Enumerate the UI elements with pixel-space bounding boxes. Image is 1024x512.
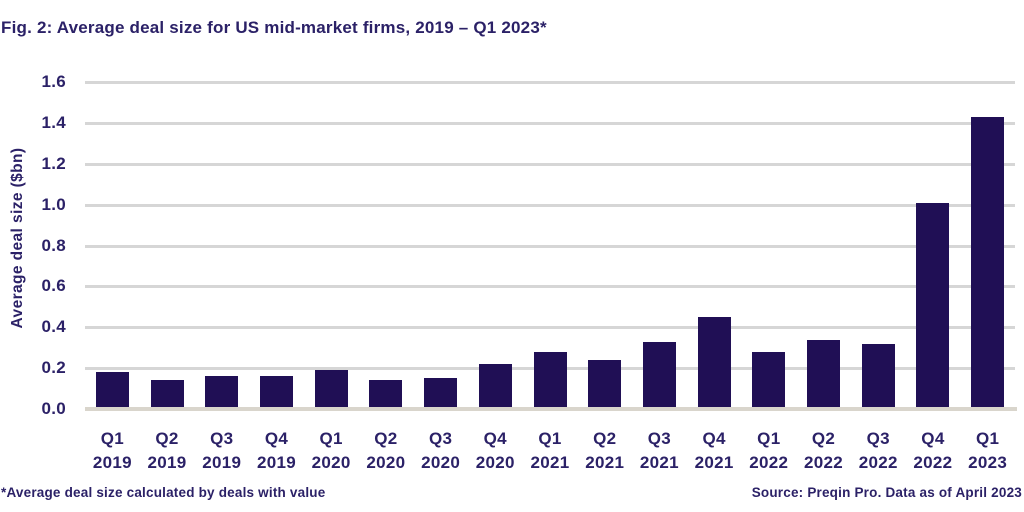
x-tick-label: Q2 2022 bbox=[779, 427, 869, 475]
x-tick-label: Q1 2019 bbox=[67, 427, 157, 475]
y-tick-label: 1.2 bbox=[41, 154, 66, 173]
bar-q2-2022 bbox=[807, 340, 840, 409]
x-tick-line: Q2 bbox=[811, 429, 836, 448]
bar-q4-2020 bbox=[479, 364, 512, 409]
x-tick-line: Q2 bbox=[593, 429, 617, 448]
gridline bbox=[85, 122, 1015, 125]
bar-q2-2019 bbox=[151, 380, 184, 409]
x-tick-label: Q1 2023 bbox=[943, 427, 1024, 475]
x-tick-line: 2021 bbox=[585, 453, 625, 472]
x-tick-label: Q2 2019 bbox=[122, 427, 212, 475]
x-axis-tick-labels: Q1 2019 Q2 2019 Q3 2019 Q4 2019 Q1 2020 Q2 2020 Q3 20… bbox=[85, 427, 1015, 475]
gridline bbox=[85, 245, 1015, 248]
x-tick-label: Q2 2021 bbox=[560, 427, 650, 475]
x-tick-label: Q1 2020 bbox=[286, 427, 376, 475]
x-axis-baseline bbox=[85, 407, 1017, 411]
x-tick-line: Q3 bbox=[647, 429, 672, 448]
gridline bbox=[85, 326, 1015, 329]
x-tick-line: 2021 bbox=[530, 453, 570, 472]
x-tick-line: 2022 bbox=[913, 453, 953, 472]
x-tick-line: Q1 bbox=[319, 429, 343, 448]
x-tick-line: Q4 bbox=[921, 429, 945, 448]
x-tick-line: 2021 bbox=[694, 453, 734, 472]
x-tick-line: Q4 bbox=[264, 429, 289, 448]
gridline bbox=[85, 285, 1015, 288]
x-tick-line: Q4 bbox=[702, 429, 726, 448]
x-tick-line: Q1 bbox=[757, 429, 781, 448]
x-tick-line: 2021 bbox=[639, 453, 679, 472]
x-tick-line: Q1 bbox=[100, 429, 124, 448]
bar-q2-2020 bbox=[369, 380, 402, 409]
bar-q4-2022 bbox=[916, 203, 949, 409]
x-tick-line: 2020 bbox=[311, 453, 351, 472]
bar-q1-2022 bbox=[752, 352, 785, 409]
y-tick-label: 0.0 bbox=[41, 399, 66, 418]
x-tick-line: Q2 bbox=[374, 429, 398, 448]
y-tick-label: 1.6 bbox=[41, 72, 66, 91]
bar-q2-2021 bbox=[588, 360, 621, 409]
x-tick-line: Q1 bbox=[976, 429, 1000, 448]
bar-q1-2021 bbox=[534, 352, 567, 409]
y-tick-label: 0.6 bbox=[41, 276, 66, 295]
gridline bbox=[85, 81, 1015, 84]
bar-q3-2019 bbox=[205, 376, 238, 409]
gridline bbox=[85, 204, 1015, 207]
x-tick-label: Q2 2020 bbox=[341, 427, 431, 475]
bar-q3-2022 bbox=[862, 344, 895, 409]
x-tick-line: 2020 bbox=[366, 453, 406, 472]
x-tick-label: Q4 2019 bbox=[231, 427, 321, 475]
bar-q3-2021 bbox=[643, 342, 676, 409]
x-tick-line: 2020 bbox=[475, 453, 515, 472]
bar-q1-2020 bbox=[315, 370, 348, 409]
chart-title: Fig. 2: Average deal size for US mid-mar… bbox=[1, 18, 547, 37]
footnote: *Average deal size calculated by deals w… bbox=[1, 485, 326, 500]
x-tick-line: 2019 bbox=[256, 453, 296, 472]
x-tick-line: Q3 bbox=[428, 429, 453, 448]
x-tick-line: 2020 bbox=[421, 453, 461, 472]
y-axis-tick-labels: 0.0 0.2 0.4 0.6 0.8 1.0 1.2 1.4 1.6 bbox=[0, 72, 66, 418]
x-tick-line: 2022 bbox=[804, 453, 844, 472]
x-tick-line: 2022 bbox=[858, 453, 898, 472]
x-tick-label: Q4 2021 bbox=[669, 427, 759, 475]
source-note: Source: Preqin Pro. Data as of April 202… bbox=[751, 485, 1022, 500]
x-tick-label: Q1 2021 bbox=[505, 427, 595, 475]
x-tick-label: Q4 2022 bbox=[888, 427, 978, 475]
plot-area bbox=[85, 81, 1017, 411]
x-tick-line: Q3 bbox=[210, 429, 234, 448]
x-tick-line: Q4 bbox=[483, 429, 507, 448]
bar-q1-2019 bbox=[96, 372, 129, 409]
x-tick-label: Q3 2021 bbox=[614, 427, 704, 475]
x-tick-line: 2019 bbox=[92, 453, 132, 472]
x-tick-line: Q2 bbox=[155, 429, 179, 448]
x-tick-label: Q1 2022 bbox=[724, 427, 814, 475]
x-tick-label: Q3 2019 bbox=[177, 427, 267, 475]
x-tick-line: 2019 bbox=[202, 453, 242, 472]
bar-q1-2023 bbox=[971, 117, 1004, 409]
x-tick-line: 2022 bbox=[749, 453, 789, 472]
bar-q3-2020 bbox=[424, 378, 457, 409]
y-tick-label: 0.2 bbox=[41, 358, 66, 377]
x-tick-line: 2019 bbox=[147, 453, 187, 472]
x-tick-line: Q3 bbox=[866, 429, 890, 448]
bar-q4-2021 bbox=[698, 317, 731, 409]
y-tick-label: 1.4 bbox=[41, 113, 66, 132]
y-tick-label: 1.0 bbox=[41, 195, 66, 214]
x-tick-line: Q1 bbox=[538, 429, 562, 448]
x-tick-label: Q4 2020 bbox=[450, 427, 540, 475]
x-tick-label: Q3 2022 bbox=[833, 427, 923, 475]
y-tick-label: 0.4 bbox=[41, 317, 66, 336]
x-tick-line: 2023 bbox=[968, 453, 1008, 472]
gridline bbox=[85, 163, 1015, 166]
bar-q4-2019 bbox=[260, 376, 293, 409]
x-tick-label: Q3 2020 bbox=[396, 427, 486, 475]
y-tick-label: 0.8 bbox=[41, 236, 66, 255]
